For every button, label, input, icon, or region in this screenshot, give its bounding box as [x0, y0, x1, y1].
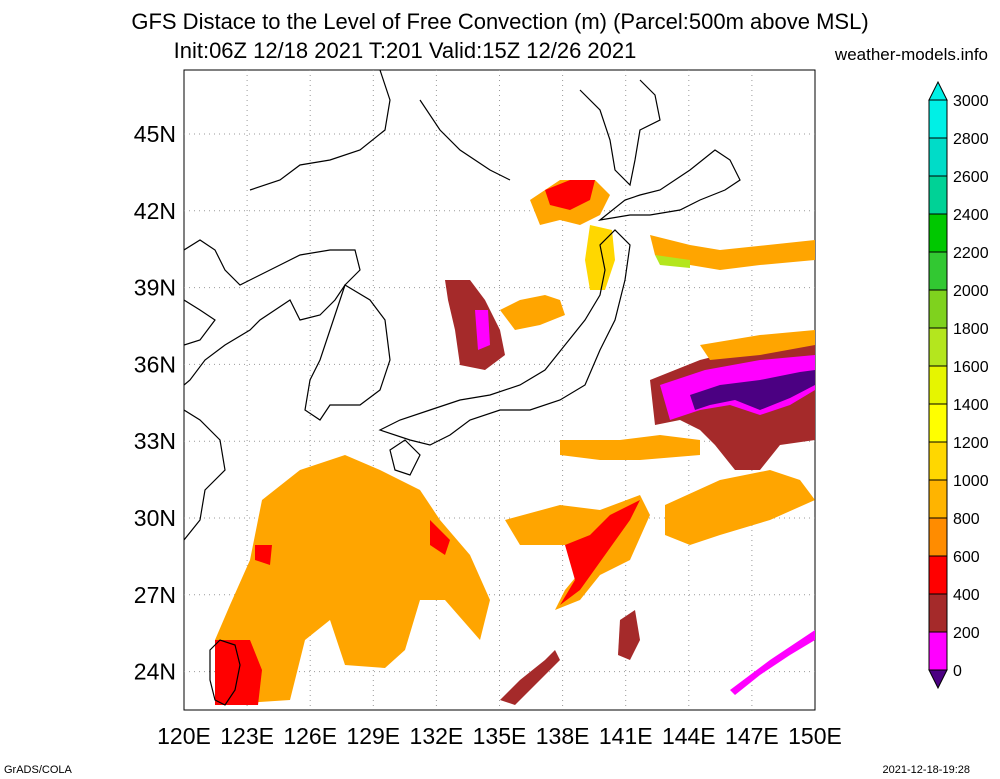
colorbar-label-2400: 2400 — [953, 207, 989, 224]
region-red-north — [545, 180, 595, 210]
region-green-north — [655, 255, 690, 268]
site-credit: weather-models.info — [834, 45, 988, 64]
colorbar-segment — [928, 175, 948, 215]
lat-label-24N: 24N — [134, 659, 176, 685]
region-orange-japansea — [500, 295, 565, 330]
region-red-okinawa — [430, 520, 450, 555]
region-brown-se — [500, 650, 560, 705]
lon-label-126E: 126E — [283, 723, 337, 749]
colorbar-label-1400: 1400 — [953, 397, 989, 414]
colorbar-segment — [928, 479, 948, 519]
lon-label-141E: 141E — [599, 723, 653, 749]
lon-label-123E: 123E — [220, 723, 274, 749]
colorbar-segment — [928, 251, 948, 291]
lat-label-45N: 45N — [134, 121, 176, 147]
longitude-labels: 120E 123E 126E 129E 132E 135E 138E 141E 144E 147E… — [157, 723, 842, 749]
lon-label-150E: 150E — [788, 723, 842, 749]
colorbar-segment — [928, 289, 948, 329]
colorbar-label-2600: 2600 — [953, 169, 989, 186]
footer-timestamp: 2021-12-18-19:28 — [882, 764, 970, 776]
region-brown-se2 — [618, 610, 640, 660]
lat-label-27N: 27N — [134, 582, 176, 608]
colorbar-label-1600: 1600 — [953, 359, 989, 376]
region-red-sw — [255, 545, 272, 565]
colorbar-label-200: 200 — [953, 625, 980, 642]
lat-label-30N: 30N — [134, 505, 176, 531]
lat-label-36N: 36N — [134, 351, 176, 377]
title-line1: GFS Distace to the Level of Free Convect… — [131, 9, 869, 34]
colorbar-segment — [928, 403, 948, 443]
colorbar-segment — [928, 327, 948, 367]
footer-grads: GrADS/COLA — [4, 764, 72, 776]
colorbar-label-2800: 2800 — [953, 131, 989, 148]
colorbar-label-1200: 1200 — [953, 435, 989, 452]
colorbar-segment — [928, 99, 948, 139]
region-orange-pacific-north — [650, 235, 815, 270]
colorbar-segment — [928, 555, 948, 595]
colorbar-label-1800: 1800 — [953, 321, 989, 338]
colorbar-max-arrow — [928, 80, 948, 101]
region-orange-band33 — [560, 435, 700, 460]
lon-label-120E: 120E — [157, 723, 211, 749]
colorbar-label-0: 0 — [953, 663, 962, 680]
region-magenta-japansea — [475, 310, 490, 350]
lon-label-135E: 135E — [473, 723, 527, 749]
region-magenta-se — [730, 630, 815, 695]
colorbar-segment — [928, 137, 948, 177]
colorbar-segment — [928, 593, 948, 633]
lon-label-138E: 138E — [536, 723, 590, 749]
region-orange-east — [665, 470, 815, 545]
lat-label-39N: 39N — [134, 275, 176, 301]
region-orange-sw — [215, 455, 490, 705]
lon-label-147E: 147E — [725, 723, 779, 749]
colorbar-label-2000: 2000 — [953, 283, 989, 300]
colorbar-segment — [928, 213, 948, 253]
colorbar-segment — [928, 631, 948, 671]
colorbar-label-1000: 1000 — [953, 473, 989, 490]
colorbar-label-400: 400 — [953, 587, 980, 604]
colorbar-label-3000: 3000 — [953, 93, 989, 110]
region-red-center — [560, 500, 640, 605]
region-yellow-tohoku — [585, 225, 615, 290]
colorbar-segment — [928, 365, 948, 405]
colorbar-min-arrow — [928, 669, 948, 690]
lon-label-129E: 129E — [346, 723, 400, 749]
latitude-labels: 24N 27N 30N 33N 36N 39N 42N 45N — [134, 121, 176, 685]
lon-label-144E: 144E — [662, 723, 716, 749]
colorbar-segment — [928, 441, 948, 481]
lon-label-132E: 132E — [410, 723, 464, 749]
region-orange-east-north — [700, 330, 815, 360]
colorbar-label-2200: 2200 — [953, 245, 989, 262]
region-indigo-east — [690, 370, 815, 410]
colorbar-label-600: 600 — [953, 549, 980, 566]
lat-label-33N: 33N — [134, 428, 176, 454]
colorbar: 0 200 400 600 800 1000 1200 1400 1600 1800 2000 220… — [928, 80, 989, 690]
lat-label-42N: 42N — [134, 198, 176, 224]
coastlines — [184, 70, 741, 706]
colorbar-segment — [928, 517, 948, 557]
region-brown-japansea — [445, 280, 505, 370]
colorbar-label-800: 800 — [953, 511, 980, 528]
title-line2: Init:06Z 12/18 2021 T:201 Valid:15Z 12/2… — [173, 38, 637, 63]
